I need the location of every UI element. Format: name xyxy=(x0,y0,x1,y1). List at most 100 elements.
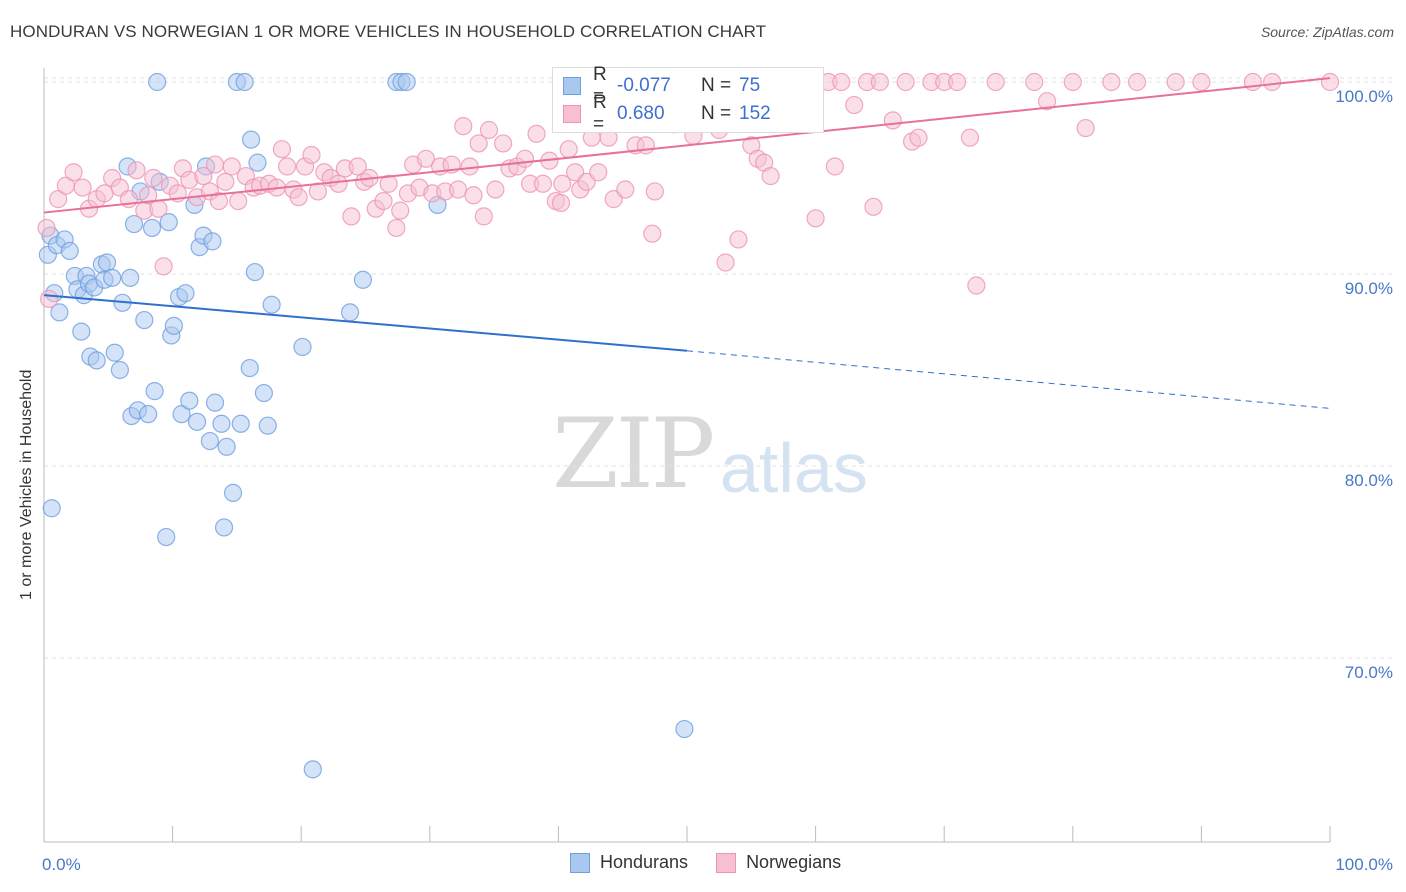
norwegian-point xyxy=(947,72,967,92)
honduran-point xyxy=(240,358,259,378)
watermark-zip: ZIP xyxy=(552,398,715,510)
honduran-point xyxy=(241,130,261,149)
norwegian-point xyxy=(1127,72,1147,92)
norwegian-point xyxy=(533,174,553,193)
honduran-point xyxy=(135,310,154,330)
norwegians-r-value: 0.680 xyxy=(617,103,665,124)
r-label: R = xyxy=(593,92,607,135)
hondurans-legend-label: Hondurans xyxy=(600,852,689,872)
norwegian-point xyxy=(729,230,748,249)
norwegian-point xyxy=(870,72,890,92)
norwegian-point xyxy=(469,134,488,153)
norwegian-point xyxy=(636,136,655,155)
norwegian-point xyxy=(864,197,883,216)
axes xyxy=(43,68,1331,843)
norwegian-point xyxy=(194,166,213,186)
honduran-point xyxy=(245,262,265,282)
norwegians-trend-line xyxy=(43,77,1331,214)
norwegian-point xyxy=(1025,72,1044,92)
norwegian-point xyxy=(883,111,902,130)
norwegian-point xyxy=(761,166,780,186)
honduran-point xyxy=(50,303,69,322)
norwegian-point xyxy=(589,163,608,182)
honduran-point xyxy=(103,268,122,287)
norwegian-point xyxy=(379,174,398,193)
norwegian-point xyxy=(302,145,321,165)
hondurans-trend-line xyxy=(43,294,688,352)
chart-title: HONDURAN VS NORWEGIAN 1 OR MORE VEHICLES… xyxy=(10,22,767,41)
data-points xyxy=(37,72,1340,779)
norwegian-point xyxy=(806,209,825,228)
honduran-point xyxy=(172,405,191,424)
honduran-point xyxy=(180,391,199,410)
hondurans-r-value: -0.077 xyxy=(617,75,671,96)
norwegian-point xyxy=(64,163,83,182)
norwegian-point xyxy=(494,134,513,153)
y-tick-label: 80.0% xyxy=(1345,471,1393,490)
norwegian-point xyxy=(37,218,56,238)
norwegian-point xyxy=(960,128,980,147)
norwegian-point xyxy=(845,95,864,115)
norwegians-swatch xyxy=(563,105,581,123)
y-tick-label: 90.0% xyxy=(1345,279,1393,298)
honduran-point xyxy=(124,214,144,234)
tick-labels: 70.0% 80.0% 90.0% 100.0% 0.0% 100.0% xyxy=(42,87,1393,874)
legend-row-norwegians: R = 0.680 N = 152 xyxy=(563,92,771,135)
norwegian-point xyxy=(559,140,578,159)
norwegian-point xyxy=(329,174,348,193)
hondurans-swatch xyxy=(563,77,581,95)
honduran-point xyxy=(142,218,162,238)
norwegian-point xyxy=(229,191,248,211)
norwegian-point xyxy=(1037,92,1057,111)
honduran-point xyxy=(139,405,158,424)
legend-item-norwegians[interactable]: Norwegians xyxy=(716,852,841,873)
norwegian-point xyxy=(272,140,292,159)
honduran-point xyxy=(148,72,167,92)
honduran-point xyxy=(223,483,243,502)
honduran-point xyxy=(203,232,222,251)
watermark-atlas: atlas xyxy=(720,429,868,507)
norwegian-point xyxy=(1192,72,1211,92)
honduran-point xyxy=(353,270,373,289)
n-label: N = xyxy=(701,103,732,124)
norwegian-point xyxy=(1102,72,1121,92)
norwegian-point xyxy=(1166,72,1185,92)
honduran-point xyxy=(214,518,234,537)
stats-legend: R = -0.077 N = 75 R = 0.680 N = 152 xyxy=(552,64,824,135)
norwegian-point xyxy=(1263,72,1282,92)
honduran-point xyxy=(235,72,254,92)
honduran-point xyxy=(217,437,236,456)
honduran-point xyxy=(248,153,267,172)
norwegian-point xyxy=(73,178,92,197)
norwegian-point xyxy=(896,72,915,92)
honduran-point xyxy=(121,268,140,287)
norwegian-point xyxy=(374,191,393,211)
norwegian-point xyxy=(139,186,158,205)
n-label: N = xyxy=(701,75,732,96)
honduran-point xyxy=(164,316,183,335)
norwegian-point xyxy=(149,199,168,218)
norwegian-point xyxy=(49,190,68,209)
norwegians-n-value: 152 xyxy=(739,103,771,124)
norwegian-point xyxy=(967,276,986,295)
norwegian-point xyxy=(515,149,535,168)
norwegian-point xyxy=(474,207,493,226)
norwegian-point xyxy=(454,117,473,136)
norwegian-point xyxy=(348,157,367,176)
honduran-point xyxy=(187,412,207,431)
honduran-point xyxy=(212,414,231,433)
honduran-point xyxy=(254,383,274,403)
legend-item-hondurans[interactable]: Hondurans xyxy=(570,852,688,873)
hondurans-trend-projection xyxy=(686,350,1331,409)
norwegian-point xyxy=(553,174,572,193)
norwegian-point xyxy=(464,186,483,205)
norwegian-point xyxy=(40,289,59,309)
norwegian-point xyxy=(222,157,241,176)
honduran-point xyxy=(145,382,164,401)
honduran-point xyxy=(157,527,176,547)
honduran-point xyxy=(105,343,124,362)
norwegian-point xyxy=(205,155,225,174)
norwegian-point xyxy=(527,124,546,143)
legend-row-hondurans: R = -0.077 N = 75 xyxy=(563,64,760,107)
honduran-point xyxy=(87,351,106,370)
